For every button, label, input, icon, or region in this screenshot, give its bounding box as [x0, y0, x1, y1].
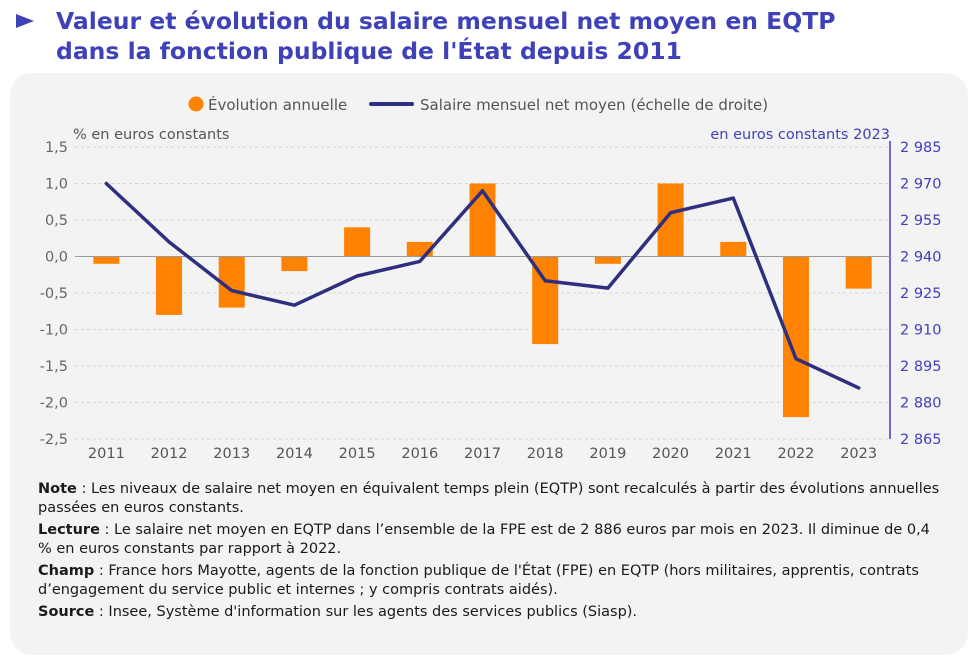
x-tick-label: 2015: [339, 446, 376, 462]
x-tick-label: 2020: [652, 446, 689, 462]
bar: [344, 227, 371, 257]
page-title: Valeur et évolution du salaire mensuel n…: [56, 6, 956, 66]
left-tick-label: 1,5: [45, 140, 68, 156]
left-tick-label: 1,0: [45, 177, 68, 193]
line-point: [857, 386, 861, 390]
bar: [469, 183, 496, 257]
left-tick-label: 0,0: [45, 250, 68, 266]
line-point: [543, 279, 547, 283]
left-axis-title: % en euros constants: [73, 127, 229, 143]
right-tick-label: 2 970: [900, 177, 942, 193]
line-point: [669, 211, 673, 215]
left-tick-label: -2,0: [40, 396, 68, 412]
x-tick-label: 2018: [527, 446, 564, 462]
x-tick-label: 2022: [778, 446, 815, 462]
x-tick-label: 2019: [589, 446, 626, 462]
legend-line-label: Salaire mensuel net moyen (échelle de dr…: [420, 96, 768, 114]
x-tick-label: 2021: [715, 446, 752, 462]
bar: [720, 241, 747, 257]
right-tick-label: 2 895: [900, 359, 942, 375]
combo-chart: 1,5 1,0 0,5 0,0 -0,5 -1,0 -1,5 -2,0 -2,5 2 985 2 9…: [40, 95, 942, 462]
note-paragraph: Note : Les niveaux de salaire net moyen …: [38, 480, 943, 517]
line-point: [418, 259, 422, 263]
note-label: Note: [38, 481, 77, 497]
bar: [156, 256, 183, 315]
bar: [657, 183, 684, 257]
champ-label: Champ: [38, 563, 95, 579]
right-tick-label: 2 880: [900, 396, 942, 412]
right-tick-label: 2 925: [900, 286, 942, 302]
left-tick-label: -1,0: [40, 323, 68, 339]
bar: [93, 256, 120, 264]
line-point: [794, 357, 798, 361]
x-tick-label: 2011: [88, 446, 125, 462]
bar: [845, 256, 872, 289]
right-tick-label: 2 865: [900, 432, 942, 448]
left-tick-label: -2,5: [40, 432, 68, 448]
lecture-paragraph: Lecture : Le salaire net moyen en EQTP d…: [38, 521, 943, 558]
chart-notes: Note : Les niveaux de salaire net moyen …: [38, 480, 943, 626]
source-text: : Insee, Système d'information sur les a…: [94, 604, 638, 620]
title-line-2: dans la fonction publique de l'État depu…: [56, 37, 682, 65]
source-paragraph: Source : Insee, Système d'information su…: [38, 603, 943, 622]
legend-bar-swatch: [188, 96, 204, 112]
x-tick-label: 2017: [464, 446, 501, 462]
legend-bar-label: Évolution annuelle: [208, 95, 347, 114]
lecture-text: : Le salaire net moyen en EQTP dans l’en…: [38, 522, 930, 557]
x-tick-label: 2023: [840, 446, 877, 462]
x-tick-label: 2012: [151, 446, 188, 462]
x-tick-label: 2016: [401, 446, 438, 462]
note-text: : Les niveaux de salaire net moyen en éq…: [38, 481, 940, 516]
lecture-label: Lecture: [38, 522, 100, 538]
play-arrow-icon: [16, 14, 34, 28]
right-tick-label: 2 940: [900, 250, 942, 266]
right-tick-label: 2 910: [900, 323, 942, 339]
x-tick-label: 2013: [213, 446, 250, 462]
line-point: [606, 286, 610, 290]
right-axis-title: en euros constants 2023: [710, 127, 890, 143]
champ-paragraph: Champ : France hors Mayotte, agents de l…: [38, 562, 943, 599]
line-point: [355, 274, 359, 278]
line-point: [731, 196, 735, 200]
left-tick-label: 0,5: [45, 213, 68, 229]
champ-text: : France hors Mayotte, agents de la fonc…: [38, 563, 919, 598]
source-label: Source: [38, 604, 95, 620]
right-tick-label: 2 985: [900, 140, 942, 156]
line-point: [481, 189, 484, 193]
left-tick-label: -1,5: [40, 359, 68, 375]
line-point: [292, 303, 296, 307]
left-tick-label: -0,5: [40, 286, 68, 302]
line-point: [230, 289, 234, 293]
line-point: [167, 240, 171, 244]
bar: [594, 256, 621, 264]
title-line-1: Valeur et évolution du salaire mensuel n…: [56, 7, 836, 35]
right-tick-label: 2 955: [900, 213, 942, 229]
line-point: [104, 182, 108, 185]
x-tick-label: 2014: [276, 446, 313, 462]
bar: [281, 256, 308, 272]
